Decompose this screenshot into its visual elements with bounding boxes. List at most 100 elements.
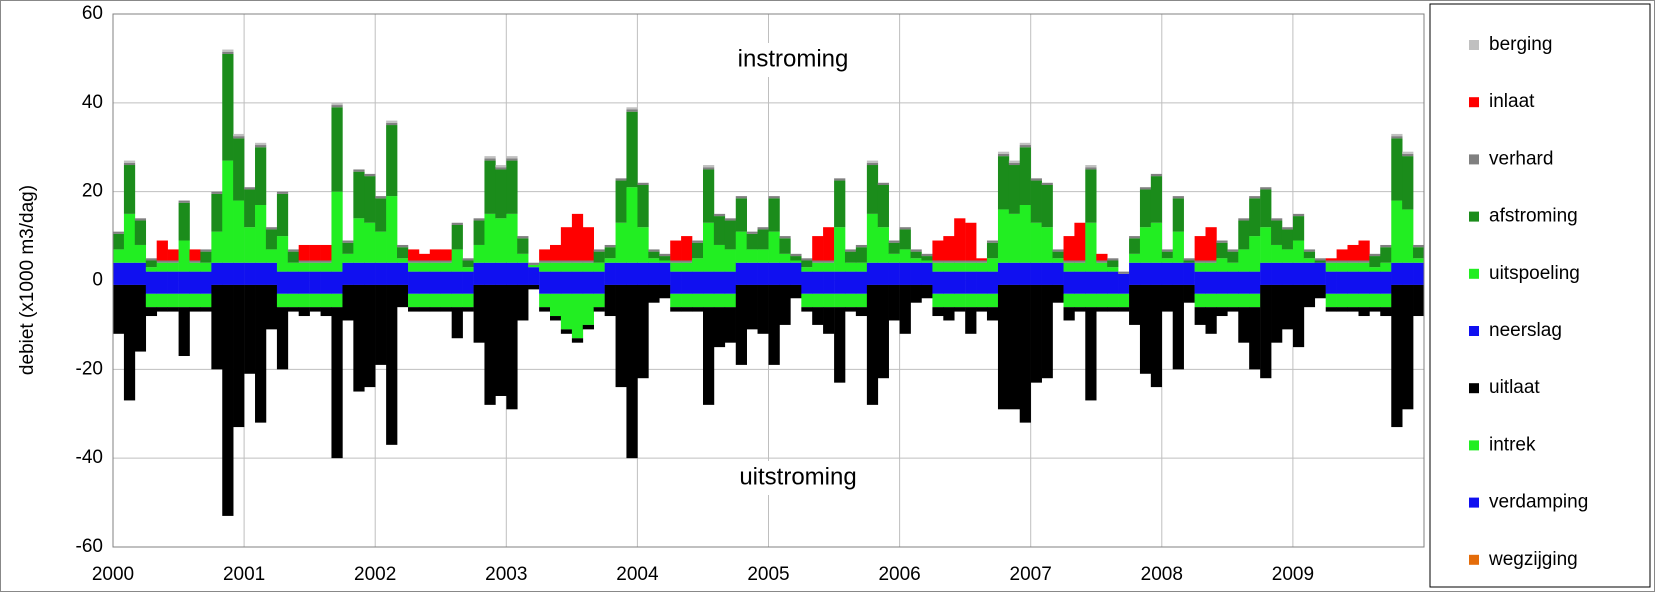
bar-segment	[1347, 262, 1359, 272]
bar-segment	[691, 258, 704, 272]
bar-segment	[1139, 187, 1152, 190]
bar-segment	[1041, 185, 1053, 228]
bar-segment	[626, 284, 638, 459]
bar-segment	[1413, 247, 1425, 259]
bar-segment	[702, 307, 715, 405]
bar-segment	[1227, 307, 1239, 312]
bar-segment	[713, 244, 726, 272]
bar-segment	[1008, 280, 1021, 285]
bar-segment	[342, 280, 354, 285]
bar-segment	[1249, 196, 1261, 199]
bar-segment	[844, 251, 857, 263]
bar-segment	[320, 307, 332, 317]
bar-segment	[484, 158, 496, 161]
bar-segment	[986, 293, 999, 308]
bar-segment	[451, 307, 463, 339]
bar-segment	[1336, 293, 1348, 308]
bar-segment	[812, 271, 824, 281]
bar-segment	[823, 262, 835, 272]
bar-segment	[812, 262, 824, 272]
legend-label: verhard	[1489, 148, 1553, 169]
bar-segment	[604, 247, 616, 259]
bar-segment	[615, 284, 627, 388]
bar-segment	[1325, 271, 1337, 281]
bar-segment	[506, 280, 518, 285]
bar-segment	[1292, 213, 1305, 217]
bar-segment	[418, 253, 431, 261]
bar-segment	[768, 198, 780, 232]
bar-segment	[462, 258, 474, 261]
bar-segment	[735, 280, 747, 285]
bar-segment	[691, 271, 704, 281]
bar-segment	[888, 242, 900, 254]
bar-segment	[397, 284, 409, 308]
bar-segment	[331, 271, 343, 281]
bar-segment	[1063, 307, 1075, 321]
bar-segment	[386, 125, 398, 197]
annotation: instroming	[738, 45, 849, 72]
bar-segment	[1325, 260, 1337, 263]
bar-segment	[156, 260, 168, 263]
bar-segment	[265, 227, 278, 230]
bar-segment	[123, 162, 136, 166]
bar-segment	[320, 280, 332, 294]
bar-segment	[1096, 280, 1108, 294]
bar-segment	[724, 293, 736, 308]
bar-segment	[473, 218, 485, 221]
bar-segment	[145, 267, 158, 272]
bar-segment	[1150, 222, 1163, 263]
bar-segment	[113, 233, 125, 250]
legend-swatch	[1469, 268, 1479, 279]
bar-segment	[211, 280, 223, 285]
bar-segment	[1118, 271, 1130, 274]
bar-segment	[375, 196, 387, 199]
bar-segment	[691, 293, 704, 308]
bar-segment	[943, 260, 955, 263]
bar-segment	[1325, 280, 1337, 294]
bar-segment	[287, 307, 300, 312]
bar-segment	[1161, 284, 1174, 312]
bar-segment	[626, 111, 638, 188]
bar-segment	[1172, 198, 1184, 232]
bar-segment	[462, 307, 474, 312]
bar-segment	[1063, 293, 1075, 308]
bar-segment	[167, 271, 179, 281]
bar-segment	[211, 231, 223, 263]
bar-segment	[997, 209, 1010, 263]
bar-segment	[113, 262, 125, 281]
bar-segment	[997, 284, 1010, 410]
bar-segment	[156, 293, 168, 308]
bar-segment	[462, 271, 474, 281]
bar-segment	[178, 271, 190, 281]
bar-segment	[211, 193, 223, 232]
bar-segment	[855, 262, 868, 272]
bar-segment	[899, 284, 911, 334]
bar-segment	[1019, 284, 1031, 423]
bar-segment	[1183, 262, 1195, 281]
legend-swatch	[1469, 497, 1479, 508]
bar-segment	[353, 171, 365, 219]
bar-segment	[440, 307, 453, 312]
bar-segment	[1292, 240, 1305, 263]
bar-segment	[1303, 258, 1316, 263]
bar-segment	[1063, 271, 1075, 281]
bar-segment	[484, 156, 496, 159]
bar-segment	[855, 307, 868, 317]
bar-segment	[1369, 307, 1381, 312]
bar-segment	[528, 280, 540, 285]
bar-segment	[440, 249, 453, 261]
bar-segment	[1281, 262, 1294, 281]
bar-segment	[386, 262, 398, 281]
bar-segment	[746, 284, 758, 330]
bar-segment	[801, 307, 813, 312]
bar-segment	[626, 280, 638, 285]
bar-segment	[539, 293, 551, 308]
bar-segment	[1325, 258, 1337, 261]
bar-segment	[429, 260, 442, 263]
bar-segment	[790, 284, 802, 299]
bar-segment	[408, 307, 420, 312]
bar-segment	[287, 271, 300, 281]
bar-segment	[550, 280, 562, 294]
bar-segment	[200, 293, 212, 308]
bar-segment	[1325, 293, 1337, 308]
